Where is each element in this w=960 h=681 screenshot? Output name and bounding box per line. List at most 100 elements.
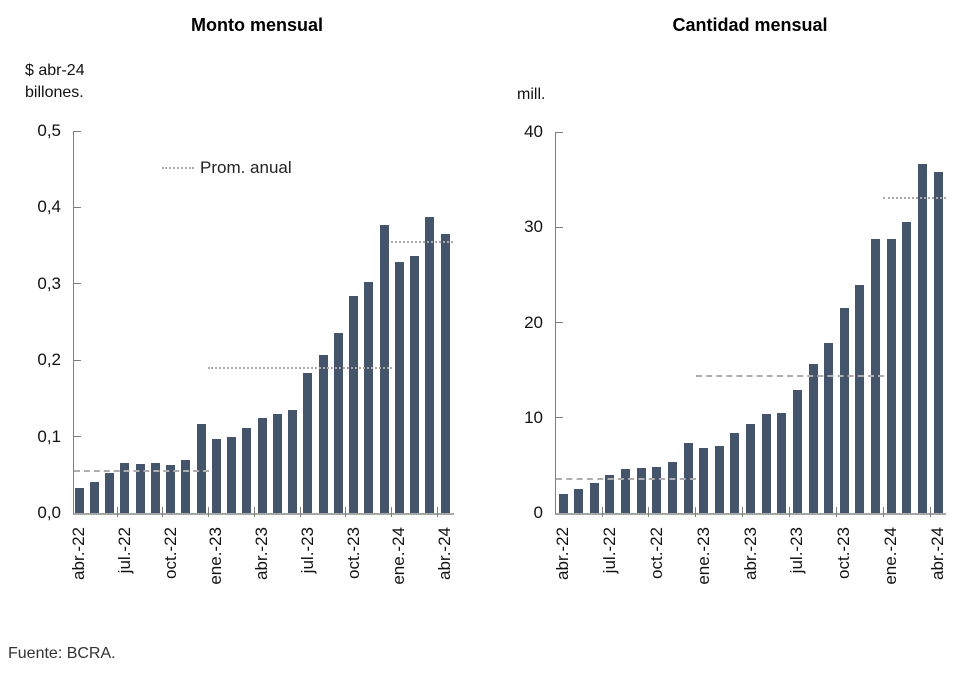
x-tick bbox=[789, 507, 791, 517]
y-tick bbox=[74, 130, 81, 132]
y-tick bbox=[556, 322, 563, 323]
x-tick bbox=[601, 507, 603, 517]
x-tick-label: abr.-22 bbox=[69, 527, 88, 580]
y-tick-label: 0 bbox=[533, 503, 543, 522]
y-tick bbox=[74, 359, 81, 361]
y-tick-label: 0,0 bbox=[37, 503, 61, 522]
bar bbox=[714, 446, 724, 513]
bar bbox=[257, 418, 267, 513]
avg-line bbox=[883, 196, 946, 199]
bar bbox=[303, 373, 313, 513]
bar bbox=[808, 364, 818, 513]
bar bbox=[839, 308, 849, 513]
x-tick bbox=[648, 507, 650, 517]
plot-area-cantidad: 0 10 20 30 40 abr.-22 jul.-22 oct.-22 ene.-23 abr… bbox=[524, 122, 947, 585]
bar bbox=[824, 343, 834, 513]
bar bbox=[761, 413, 771, 513]
bar bbox=[242, 428, 252, 513]
x-tick bbox=[882, 507, 884, 517]
bar bbox=[394, 261, 404, 513]
bar bbox=[746, 424, 756, 513]
x-tick bbox=[742, 507, 744, 517]
avg-line bbox=[556, 477, 697, 480]
y-tick bbox=[556, 417, 563, 419]
x-tick bbox=[436, 507, 438, 517]
x-tick bbox=[345, 507, 347, 517]
bar bbox=[917, 164, 927, 513]
bar bbox=[652, 467, 662, 513]
bar bbox=[440, 234, 450, 513]
bar bbox=[605, 474, 615, 513]
bar bbox=[667, 461, 677, 513]
y-tick-label: 30 bbox=[524, 217, 543, 237]
bar bbox=[318, 354, 328, 513]
chart-title-monto: Monto mensual bbox=[190, 15, 323, 35]
x-tick-label: jul.-22 bbox=[114, 527, 134, 574]
y-tick-label: 0,4 bbox=[37, 197, 61, 217]
y-axis-unit-monto: $ abr-24 billones. bbox=[25, 62, 85, 101]
bar bbox=[636, 468, 646, 513]
bar bbox=[574, 489, 584, 513]
bar bbox=[150, 462, 160, 513]
x-tick bbox=[116, 507, 118, 517]
y-tick-label: 40 bbox=[524, 122, 543, 141]
x-tick bbox=[695, 507, 697, 517]
x-tick-label: ene.-24 bbox=[881, 527, 901, 585]
x-tick-label: jul.-23 bbox=[297, 527, 317, 574]
x-tick bbox=[253, 507, 255, 517]
bar bbox=[886, 238, 896, 513]
x-tick-label: abr.-24 bbox=[435, 527, 454, 580]
x-tick bbox=[299, 507, 301, 517]
bar bbox=[425, 216, 435, 513]
x-tick-label: abr.-24 bbox=[928, 527, 948, 580]
plot-area-monto: 0,0 0,1 0,2 0,3 0,4 0,5 abr.-22 jul.-22 oct.-22 e… bbox=[37, 121, 454, 585]
legend: Prom. anual bbox=[162, 158, 292, 178]
bar bbox=[135, 464, 145, 513]
x-tick bbox=[162, 507, 164, 517]
dotted-line-icon bbox=[162, 167, 194, 169]
x-tick bbox=[929, 507, 931, 517]
avg-line bbox=[695, 374, 884, 377]
bar bbox=[349, 296, 358, 513]
bar bbox=[272, 414, 282, 513]
bar bbox=[379, 224, 389, 513]
bar bbox=[902, 222, 912, 513]
y-tick-label: 0,2 bbox=[37, 350, 61, 370]
y-axis-unit-cantidad: mill. bbox=[517, 86, 546, 103]
y-tick-label: 20 bbox=[524, 312, 543, 332]
bar bbox=[410, 256, 419, 513]
x-tick-label: jul.-23 bbox=[787, 527, 807, 574]
avg-line bbox=[391, 240, 453, 243]
y-tick-label: 0,3 bbox=[37, 273, 61, 293]
chart-title-cantidad: Cantidad mensual bbox=[672, 15, 828, 35]
bar bbox=[333, 333, 343, 513]
y-tick bbox=[74, 206, 81, 208]
x-tick bbox=[836, 507, 838, 517]
bar bbox=[211, 438, 221, 513]
x-tick-label: oct.-23 bbox=[343, 527, 363, 579]
bar bbox=[730, 432, 740, 513]
x-tick-label: abr.-23 bbox=[252, 527, 271, 580]
bar bbox=[166, 464, 175, 513]
source-note: Fuente: BCRA. bbox=[8, 645, 116, 662]
y-tick bbox=[556, 131, 563, 133]
bar bbox=[364, 281, 374, 513]
x-tick bbox=[391, 507, 393, 517]
avg-line bbox=[208, 366, 392, 369]
x-tick-label: ene.-24 bbox=[389, 527, 409, 585]
bar bbox=[74, 487, 84, 513]
y-tick bbox=[74, 283, 81, 285]
bar bbox=[120, 462, 130, 513]
bar bbox=[105, 472, 114, 513]
x-tick-label: oct.-23 bbox=[834, 527, 854, 579]
bar bbox=[181, 459, 191, 513]
bar bbox=[589, 482, 599, 513]
x-tick-label: ene.-23 bbox=[206, 527, 226, 585]
legend-label: Prom. anual bbox=[200, 158, 292, 177]
y-tick bbox=[556, 226, 563, 228]
bar bbox=[792, 390, 802, 513]
bar bbox=[288, 409, 297, 513]
bar bbox=[196, 424, 206, 513]
bar bbox=[777, 412, 787, 513]
x-tick-label: ene.-23 bbox=[693, 527, 713, 585]
